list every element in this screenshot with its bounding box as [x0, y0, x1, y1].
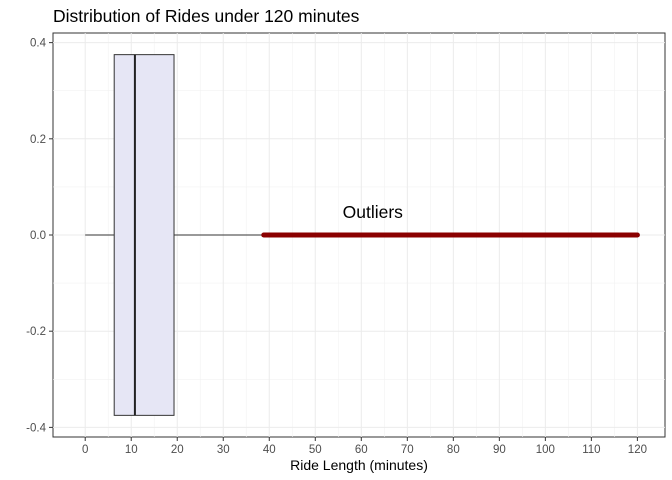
x-tick-label: 70	[401, 444, 414, 456]
x-tick-label: 10	[125, 444, 138, 456]
y-tick-label: 0.4	[30, 38, 47, 50]
x-tick-label: 0	[82, 444, 88, 456]
x-tick-label: 110	[582, 444, 600, 456]
x-axis-title: Ride Length (minutes)	[290, 457, 428, 473]
x-axis: 0 10 20 30 40 50 60 70 80 90 100 110 120	[82, 437, 647, 456]
x-tick-label: 100	[536, 444, 555, 456]
x-tick-label: 90	[493, 444, 506, 456]
x-tick-label: 40	[263, 444, 276, 456]
y-axis: -0.4 -0.2 0.0 0.2 0.4	[26, 38, 53, 434]
x-tick-label: 60	[355, 444, 368, 456]
x-tick-label: 20	[171, 444, 184, 456]
x-tick-label: 120	[628, 444, 647, 456]
y-tick-label: 0.0	[30, 230, 46, 242]
x-tick-label: 50	[309, 444, 322, 456]
y-tick-label: 0.2	[30, 134, 46, 146]
x-tick-label: 80	[447, 444, 460, 456]
box-iqr	[113, 54, 175, 416]
outliers-annotation: Outliers	[343, 202, 404, 222]
y-tick-label: -0.4	[26, 422, 46, 434]
y-tick-label: -0.2	[26, 326, 46, 338]
data-marks: Outliers	[85, 54, 640, 416]
chart-title: Distribution of Rides under 120 minutes	[53, 6, 360, 26]
x-tick-label: 30	[217, 444, 230, 456]
